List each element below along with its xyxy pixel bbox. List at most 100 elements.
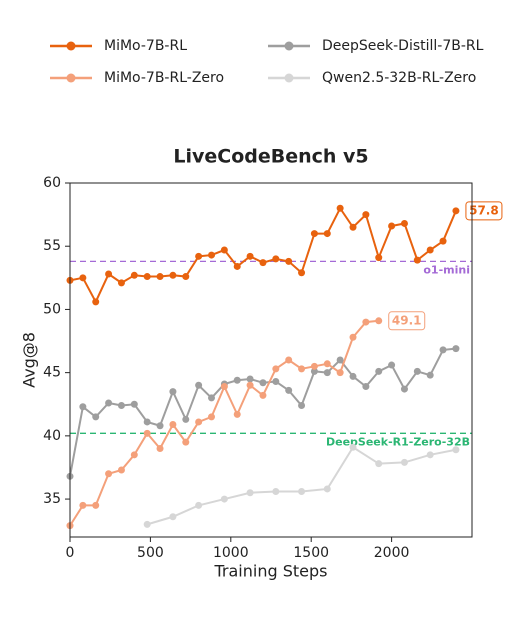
point xyxy=(310,230,318,238)
y-axis-label: Avg@8 xyxy=(20,332,39,388)
y-tick-label: 50 xyxy=(43,301,61,317)
legend-marker xyxy=(284,41,294,51)
point xyxy=(362,383,370,391)
point xyxy=(323,360,331,368)
point xyxy=(117,402,125,410)
point xyxy=(310,362,318,370)
point xyxy=(426,371,434,379)
point xyxy=(246,252,254,260)
point xyxy=(298,402,306,410)
point xyxy=(143,429,151,437)
point xyxy=(452,345,460,353)
y-tick-label: 55 xyxy=(43,238,61,254)
point xyxy=(426,246,434,254)
point xyxy=(130,271,138,279)
point xyxy=(182,438,190,446)
x-tick-label: 0 xyxy=(66,545,75,561)
point xyxy=(117,466,125,474)
point xyxy=(336,204,344,212)
point xyxy=(246,375,254,383)
point xyxy=(195,252,203,260)
point xyxy=(130,451,138,459)
point xyxy=(452,446,460,454)
point xyxy=(285,257,293,265)
point xyxy=(336,356,344,364)
point xyxy=(220,495,228,503)
point xyxy=(233,410,241,418)
x-axis-label: Training Steps xyxy=(214,562,328,581)
point xyxy=(246,489,254,497)
point xyxy=(143,520,151,528)
point xyxy=(336,369,344,377)
point xyxy=(220,246,228,254)
point xyxy=(182,415,190,423)
series-line xyxy=(69,319,379,527)
point xyxy=(182,273,190,281)
point xyxy=(79,274,87,282)
reference-label: DeepSeek-R1-Zero-32B xyxy=(326,435,470,448)
series-line xyxy=(69,206,457,305)
point xyxy=(92,298,100,306)
point xyxy=(92,501,100,509)
point xyxy=(208,251,216,259)
legend-label: DeepSeek-Distill-7B-RL xyxy=(322,38,484,54)
legend-marker xyxy=(284,73,294,83)
legend-label: MiMo-7B-RL-Zero xyxy=(104,70,224,86)
point xyxy=(246,381,254,389)
point xyxy=(79,403,87,411)
point xyxy=(105,399,113,407)
point xyxy=(105,470,113,478)
point xyxy=(195,501,203,509)
point xyxy=(400,458,408,466)
point xyxy=(349,372,357,380)
legend-marker xyxy=(66,41,76,51)
point xyxy=(426,451,434,459)
point xyxy=(375,367,383,375)
point xyxy=(156,273,164,281)
point xyxy=(272,487,280,495)
reference-label: o1-mini xyxy=(423,263,470,276)
point xyxy=(298,365,306,373)
point xyxy=(375,460,383,468)
point xyxy=(298,487,306,495)
point xyxy=(169,420,177,428)
point xyxy=(272,377,280,385)
chart-title: LiveCodeBench v5 xyxy=(173,146,368,168)
point xyxy=(388,361,396,369)
x-tick-label: 1500 xyxy=(293,545,329,561)
point xyxy=(413,256,421,264)
point xyxy=(272,255,280,263)
point xyxy=(169,388,177,396)
x-tick-label: 1000 xyxy=(213,545,249,561)
point xyxy=(323,230,331,238)
point xyxy=(400,385,408,393)
point xyxy=(375,254,383,262)
point xyxy=(413,367,421,375)
y-tick-label: 60 xyxy=(43,175,61,191)
point xyxy=(298,269,306,277)
point xyxy=(169,513,177,521)
legend-label: Qwen2.5-32B-RL-Zero xyxy=(322,70,476,86)
y-tick-label: 35 xyxy=(43,491,61,507)
y-tick-label: 40 xyxy=(43,428,61,444)
point xyxy=(156,422,164,430)
point xyxy=(388,222,396,230)
point xyxy=(105,270,113,278)
point xyxy=(220,383,228,391)
y-tick-label: 45 xyxy=(43,365,61,381)
point xyxy=(79,501,87,509)
point xyxy=(130,400,138,408)
point xyxy=(349,223,357,231)
point xyxy=(195,418,203,426)
point xyxy=(439,346,447,354)
legend-marker xyxy=(66,73,76,83)
point xyxy=(233,376,241,384)
point xyxy=(349,333,357,341)
point xyxy=(439,237,447,245)
point xyxy=(323,369,331,377)
series-line xyxy=(69,347,457,477)
value-label-box xyxy=(465,201,503,221)
legend-label: MiMo-7B-RL xyxy=(104,38,187,54)
x-tick-label: 500 xyxy=(137,545,164,561)
point xyxy=(259,259,267,267)
